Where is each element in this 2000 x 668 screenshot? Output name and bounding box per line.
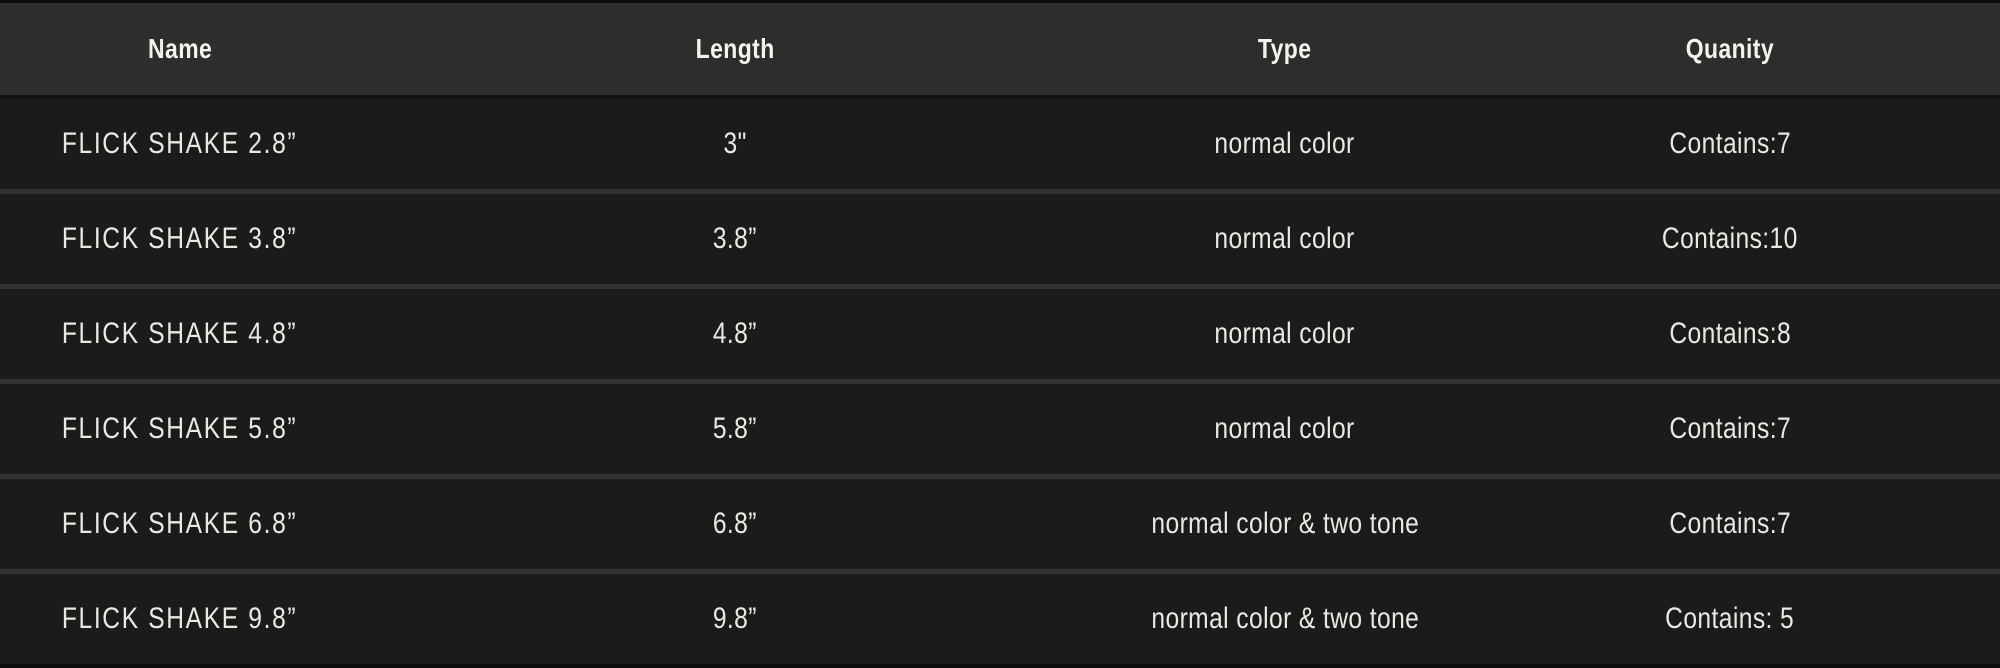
cell-type: normal color & two tone [1151, 602, 1419, 635]
table-row: FLICK SHAKE 3.8” 3.8” normal color Conta… [0, 194, 2000, 289]
column-header-quantity: Quanity [1460, 33, 2000, 65]
table-row: FLICK SHAKE 5.8” 5.8” normal color Conta… [0, 384, 2000, 479]
cell-name: FLICK SHAKE 3.8” [62, 222, 298, 255]
table-row: FLICK SHAKE 4.8” 4.8” normal color Conta… [0, 289, 2000, 384]
table-body: FLICK SHAKE 2.8” 3" normal color Contain… [0, 99, 2000, 668]
cell-name: FLICK SHAKE 2.8” [62, 127, 298, 160]
cell-length: 5.8” [712, 412, 758, 445]
cell-quantity: Contains:8 [1669, 317, 1791, 350]
cell-name: FLICK SHAKE 5.8” [62, 412, 298, 445]
column-header-quantity-label: Quanity [1685, 33, 1775, 64]
column-header-name: Name [0, 33, 360, 65]
cell-quantity: Contains:7 [1669, 507, 1791, 540]
cell-type: normal color [1214, 222, 1356, 255]
column-header-name-label: Name [147, 33, 213, 64]
bottom-divider [0, 664, 2000, 668]
cell-length: 4.8” [712, 317, 758, 350]
column-header-type: Type [1110, 33, 1460, 65]
column-header-length: Length [360, 33, 1110, 65]
cell-quantity: Contains:7 [1669, 127, 1791, 160]
cell-type: normal color [1214, 317, 1356, 350]
cell-length: 9.8” [712, 602, 758, 635]
table-row: FLICK SHAKE 2.8” 3" normal color Contain… [0, 99, 2000, 194]
column-header-length-label: Length [695, 33, 775, 64]
cell-length: 3" [723, 127, 747, 160]
cell-name: FLICK SHAKE 4.8” [62, 317, 298, 350]
cell-quantity: Contains: 5 [1665, 602, 1795, 635]
cell-length: 6.8” [712, 507, 758, 540]
table-header-row: Name Length Type Quanity [0, 3, 2000, 99]
cell-type: normal color & two tone [1151, 507, 1419, 540]
table-row: FLICK SHAKE 6.8” 6.8” normal color & two… [0, 479, 2000, 574]
cell-length: 3.8” [712, 222, 758, 255]
cell-name: FLICK SHAKE 9.8” [62, 602, 298, 635]
cell-type: normal color [1214, 127, 1356, 160]
cell-type: normal color [1214, 412, 1356, 445]
cell-quantity: Contains:10 [1662, 222, 1798, 255]
cell-name: FLICK SHAKE 6.8” [62, 507, 298, 540]
cell-quantity: Contains:7 [1669, 412, 1791, 445]
top-divider [0, 0, 2000, 3]
table-row: FLICK SHAKE 9.8” 9.8” normal color & two… [0, 574, 2000, 668]
column-header-type-label: Type [1258, 33, 1312, 64]
